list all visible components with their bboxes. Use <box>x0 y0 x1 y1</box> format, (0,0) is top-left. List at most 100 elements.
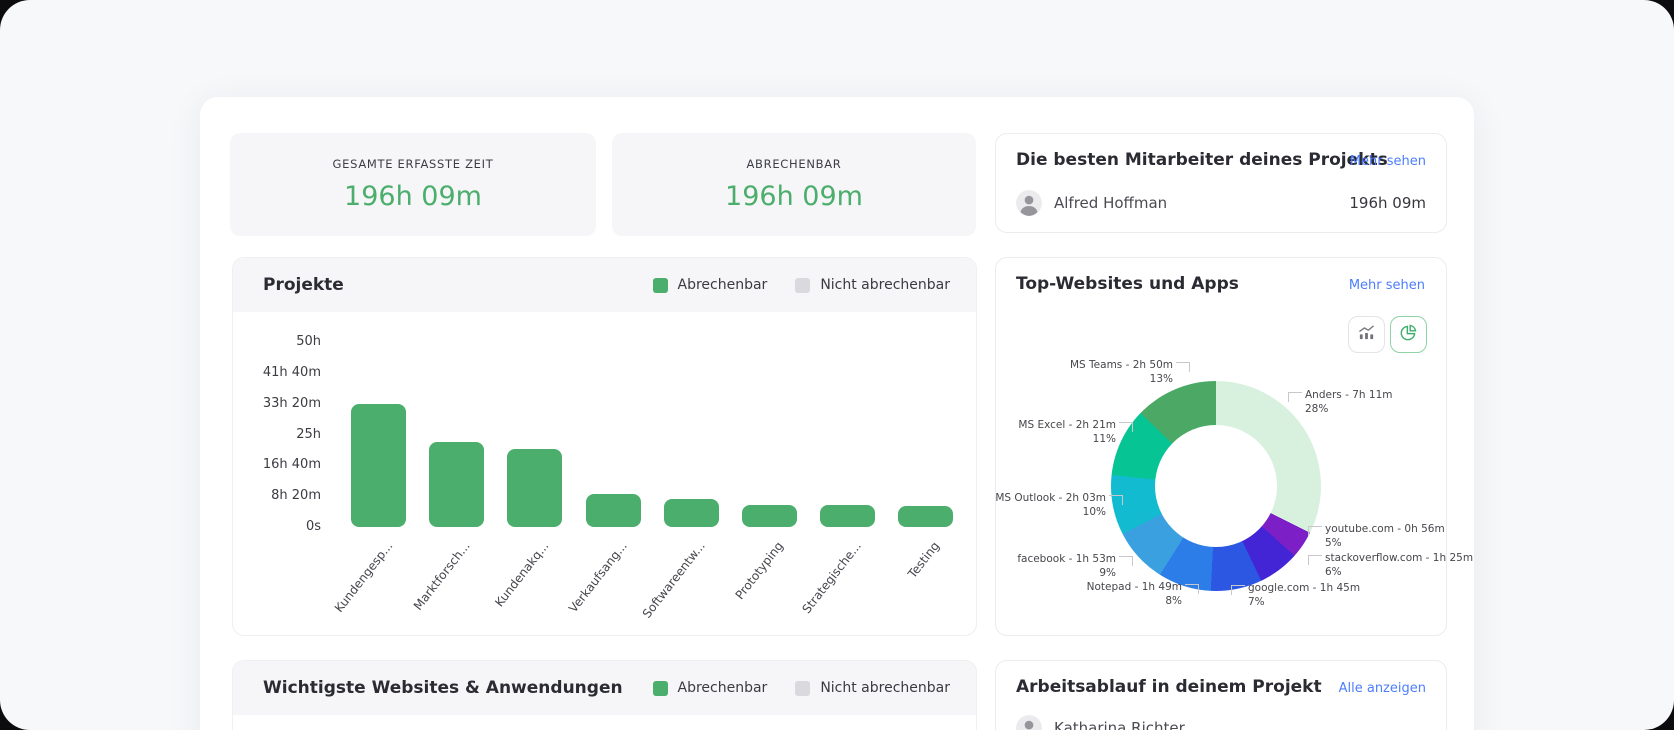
websites-apps-title: Wichtigste Websites & Anwendungen <box>263 678 623 698</box>
workflow-card: Arbeitsablauf in deinem Projekt Alle anz… <box>995 660 1447 730</box>
legend-item-billable: Abrechenbar <box>652 680 768 696</box>
top-websites-see-more-link[interactable]: Mehr sehen <box>1348 278 1425 293</box>
projects-card-header: Projekte Abrechenbar Nicht abrechenbar <box>233 258 976 312</box>
employee-time: 196h 09m <box>1349 194 1426 212</box>
projects-title: Projekte <box>263 275 344 295</box>
donut-label-percent: 10% <box>1082 506 1106 519</box>
donut-slice-label: youtube.com - 0h 56m 5% <box>1308 522 1445 550</box>
stat-value: 196h 09m <box>725 181 863 212</box>
avatar <box>1016 715 1042 730</box>
donut-slice-label: MS Outlook - 2h 03m 10% <box>995 491 1123 519</box>
bar-Strategische... <box>820 505 875 527</box>
employee-row: Alfred Hoffman 196h 09m <box>1016 190 1426 216</box>
donut-label-text: youtube.com - 0h 56m <box>1325 523 1445 535</box>
donut-slice-label: facebook - 1h 53m 9% <box>1017 552 1133 580</box>
y-axis-tick-label: 16h 40m <box>262 457 321 473</box>
donut-hole <box>1155 425 1277 547</box>
bar-Softwareentw... <box>664 499 719 527</box>
donut-label-percent: 7% <box>1248 596 1265 609</box>
donut-label-text: google.com - 1h 45m <box>1248 582 1361 594</box>
donut-label-percent: 11% <box>1092 433 1116 446</box>
bar-Kundengesp... <box>351 404 406 527</box>
workflow-show-all-link[interactable]: Alle anzeigen <box>1338 681 1426 696</box>
top-employees-card: Die besten Mitarbeiter deines Projekts M… <box>995 133 1447 233</box>
billable-swatch <box>652 680 668 696</box>
bar-category-label: Prototyping <box>732 539 787 603</box>
y-axis-tick-label: 25h <box>296 426 321 442</box>
billable-swatch <box>652 277 668 293</box>
stat-label: GESAMTE ERFASSTE ZEIT <box>332 157 494 171</box>
donut-label-text: Notepad - 1h 49m <box>1086 581 1182 593</box>
dashboard-panel: GESAMTE ERFASSTE ZEIT 196h 09m ABRECHENB… <box>200 97 1474 730</box>
donut-label-text: facebook - 1h 53m <box>1017 553 1116 565</box>
legend-label: Abrechenbar <box>677 277 768 293</box>
donut-label-percent: 8% <box>1165 595 1182 608</box>
legend-item-billable: Abrechenbar <box>652 277 768 293</box>
donut-label-text: stackoverflow.com - 1h 25m <box>1325 552 1474 564</box>
donut-slice-label: google.com - 1h 45m 7% <box>1231 581 1361 609</box>
donut-label-text: Anders - 7h 11m <box>1305 389 1393 401</box>
stat-card-billable: ABRECHENBAR 196h 09m <box>612 133 976 236</box>
non-billable-swatch <box>795 277 811 293</box>
leader-line <box>1308 555 1322 565</box>
legend-label: Nicht abrechenbar <box>820 277 950 293</box>
donut-label-percent: 9% <box>1099 567 1116 580</box>
workflow-title: Arbeitsablauf in deinem Projekt <box>1016 677 1322 697</box>
y-axis-tick-label: 8h 20m <box>271 488 321 504</box>
chart-legend: Abrechenbar Nicht abrechenbar <box>652 680 950 696</box>
legend-item-nonbillable: Nicht abrechenbar <box>795 277 950 293</box>
bar-chart: 50h 41h 40m 33h 20m 25h 16h 40m 8h 20m 0s Kunde… <box>233 258 976 635</box>
bar-Kundenakq... <box>507 449 562 527</box>
chart-legend: Abrechenbar Nicht abrechenbar <box>652 277 950 293</box>
bar-Marktforsch... <box>429 442 484 527</box>
donut-slice-label: Notepad - 1h 49m 8% <box>1086 580 1199 608</box>
stat-value: 196h 09m <box>344 181 482 212</box>
donut-label-percent: 6% <box>1325 566 1342 579</box>
bar-category-label: Testing <box>905 539 943 581</box>
y-axis-tick-label: 0s <box>305 519 321 534</box>
employee-name: Alfred Hoffman <box>1054 194 1168 212</box>
leader-line <box>1119 422 1133 432</box>
stat-label: ABRECHENBAR <box>746 157 842 171</box>
bar-category-label: Softwareentw... <box>639 539 709 621</box>
bar-Testing <box>898 506 953 527</box>
donut-label-text: MS Outlook - 2h 03m <box>995 492 1106 504</box>
bar-Verkaufsang... <box>586 494 641 527</box>
donut-label-percent: 13% <box>1149 373 1173 386</box>
top-websites-title: Top-Websites und Apps <box>1016 274 1239 294</box>
combo-chart-toggle-button[interactable] <box>1348 316 1385 353</box>
bar-category-label: Kundengesp... <box>331 539 396 615</box>
pie-chart-toggle-button[interactable] <box>1390 316 1427 353</box>
legend-item-nonbillable: Nicht abrechenbar <box>795 680 950 696</box>
top-employees-title: Die besten Mitarbeiter deines Projekts <box>1016 150 1388 170</box>
pie-chart-icon <box>1399 323 1418 346</box>
combo-chart-icon <box>1357 323 1376 346</box>
websites-apps-card-header: Wichtigste Websites & Anwendungen Abrech… <box>233 661 976 715</box>
leader-line <box>1185 584 1199 594</box>
non-billable-swatch <box>795 680 811 696</box>
donut-slice-label: Anders - 7h 11m 28% <box>1288 388 1393 416</box>
donut-label-percent: 5% <box>1325 537 1342 550</box>
legend-label: Abrechenbar <box>677 680 768 696</box>
top-employees-see-more-link[interactable]: Mehr sehen <box>1349 154 1426 169</box>
y-axis-tick-label: 33h 20m <box>262 395 321 411</box>
projects-chart-card: Projekte Abrechenbar Nicht abrechenbar 5… <box>232 257 977 636</box>
donut-label-text: MS Excel - 2h 21m <box>1018 419 1116 431</box>
leader-line <box>1231 585 1245 595</box>
workflow-person-name: Katharina Richter <box>1054 719 1185 730</box>
bar-category-label: Verkaufsang... <box>566 539 631 616</box>
bar-category-label: Kundenakq... <box>491 539 552 610</box>
donut-label-percent: 28% <box>1305 403 1329 416</box>
donut-slice-label: stackoverflow.com - 1h 25m 6% <box>1308 551 1474 579</box>
avatar <box>1016 190 1042 216</box>
workflow-row: Katharina Richter <box>1016 715 1426 730</box>
stat-card-total-time: GESAMTE ERFASSTE ZEIT 196h 09m <box>230 133 596 236</box>
y-axis-tick-label: 41h 40m <box>262 364 321 380</box>
y-axis-tick-label: 50h <box>296 334 321 349</box>
donut-slice-label: MS Teams - 2h 50m 13% <box>1070 358 1190 386</box>
bar-category-label: Marktforsch... <box>411 539 474 613</box>
leader-line <box>1308 526 1322 536</box>
leader-line <box>1176 362 1190 372</box>
bar-category-label: Strategische... <box>799 539 865 617</box>
